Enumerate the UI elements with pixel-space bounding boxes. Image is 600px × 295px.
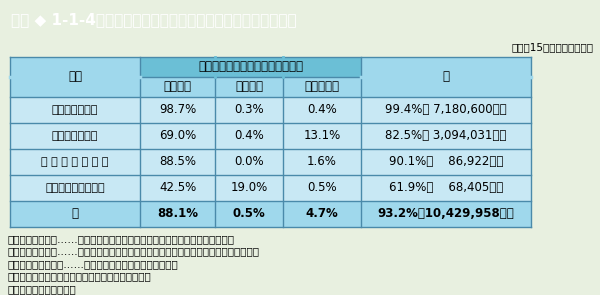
Bar (10, 175, 140, 201)
Bar (361, 123, 531, 149)
Text: ミルク給食……給食内容がミルクのみである給食: ミルク給食……給食内容がミルクのみである給食 (8, 259, 179, 269)
Bar (215, 175, 283, 201)
Text: 補食給食: 補食給食 (235, 81, 263, 94)
Text: 90.1%（    86,922人）: 90.1%（ 86,922人） (389, 155, 503, 168)
Bar (215, 149, 283, 175)
Text: 特 殊 教 育 諸 学 校: 特 殊 教 育 諸 学 校 (41, 157, 109, 167)
Text: 19.0%: 19.0% (230, 181, 268, 194)
Text: 夜間定時制高等学校: 夜間定時制高等学校 (45, 183, 105, 193)
Bar (140, 175, 215, 201)
Text: 99.4%（ 7,180,600人）: 99.4%（ 7,180,600人） (385, 104, 507, 117)
Text: 完全給食: 完全給食 (163, 81, 191, 94)
Text: 計: 計 (71, 207, 79, 220)
Bar (361, 175, 531, 201)
Text: ミルク給食: ミルク給食 (305, 81, 340, 94)
Bar (140, 57, 361, 77)
Text: 93.2%（10,429,958人）: 93.2%（10,429,958人） (377, 207, 514, 220)
Text: 計: 計 (443, 71, 449, 83)
Text: 1.6%: 1.6% (307, 155, 337, 168)
Text: 0.5%: 0.5% (307, 181, 337, 194)
Bar (10, 97, 140, 123)
Bar (140, 149, 215, 175)
Bar (361, 149, 531, 175)
Bar (140, 201, 215, 227)
Text: 図表 ◆ 1-1-4　学校給食実施率（幼児・児童・生徒数比）の数: 図表 ◆ 1-1-4 学校給食実施率（幼児・児童・生徒数比）の数 (11, 12, 296, 27)
Bar (10, 123, 140, 149)
Bar (361, 57, 531, 97)
Text: 61.9%（    68,405人）: 61.9%（ 68,405人） (389, 181, 503, 194)
Bar (283, 149, 361, 175)
Text: 0.5%: 0.5% (233, 207, 265, 220)
Text: （平成15年５月１日現在）: （平成15年５月１日現在） (512, 42, 594, 52)
Text: （注）　完全給食……給食内容がパン又は米飯，ミルク及びおかずである給食: （注） 完全給食……給食内容がパン又は米飯，ミルク及びおかずである給食 (8, 234, 235, 244)
Text: 実施率（幼児・児童・生徒数比）: 実施率（幼児・児童・生徒数比） (198, 60, 303, 73)
Text: 69.0%: 69.0% (159, 130, 196, 142)
Text: 0.0%: 0.0% (234, 155, 264, 168)
Bar (283, 123, 361, 149)
Text: 区分: 区分 (68, 71, 82, 83)
Text: 88.5%: 88.5% (159, 155, 196, 168)
Text: 0.4%: 0.4% (307, 104, 337, 117)
Bar (10, 149, 140, 175)
Bar (10, 201, 140, 227)
Bar (140, 123, 215, 149)
Bar (215, 77, 283, 97)
Text: 小　　学　　校: 小 学 校 (52, 105, 98, 115)
Bar (10, 57, 140, 97)
Text: 88.1%: 88.1% (157, 207, 198, 220)
Text: 82.5%（ 3,094,031人）: 82.5%（ 3,094,031人） (385, 130, 506, 142)
Text: 0.3%: 0.3% (234, 104, 264, 117)
Text: （資料）文部科学省調べ: （資料）文部科学省調べ (8, 284, 77, 294)
Text: 補食給食……完全給食以外の給食で，給食内容がミルク及びおかずである給食: 補食給食……完全給食以外の給食で，給食内容がミルク及びおかずである給食 (8, 247, 260, 256)
Bar (140, 97, 215, 123)
Bar (361, 201, 531, 227)
Bar (140, 77, 215, 97)
Bar (283, 97, 361, 123)
Bar (215, 123, 283, 149)
Bar (283, 77, 361, 97)
Bar (361, 97, 531, 123)
Text: 中　　学　　校: 中 学 校 (52, 131, 98, 141)
Text: 98.7%: 98.7% (159, 104, 196, 117)
Bar (215, 97, 283, 123)
Bar (283, 175, 361, 201)
Text: 13.1%: 13.1% (304, 130, 341, 142)
Bar (215, 201, 283, 227)
Bar (283, 201, 361, 227)
Text: 4.7%: 4.7% (305, 207, 338, 220)
Text: 中学校には中等教育学校前期課程を含む。: 中学校には中等教育学校前期課程を含む。 (8, 271, 152, 281)
Text: 0.4%: 0.4% (234, 130, 264, 142)
Text: 42.5%: 42.5% (159, 181, 196, 194)
